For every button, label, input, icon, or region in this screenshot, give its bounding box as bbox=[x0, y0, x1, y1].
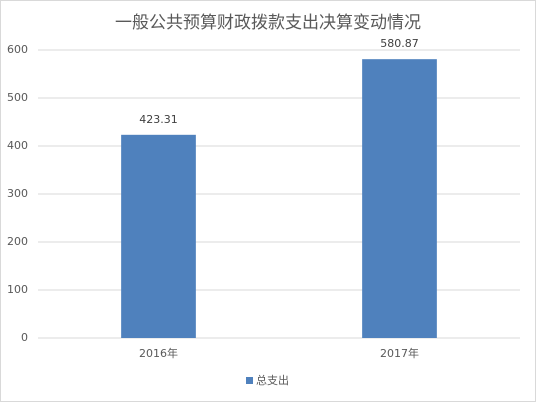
y-tick-label: 100 bbox=[7, 283, 28, 296]
x-tick-label: 2017年 bbox=[380, 346, 419, 360]
y-tick-label: 600 bbox=[7, 43, 28, 56]
legend-swatch bbox=[246, 377, 253, 384]
y-tick-label: 500 bbox=[7, 91, 28, 104]
chart-title: 一般公共预算财政拨款支出决算变动情况 bbox=[115, 13, 421, 33]
x-tick-label: 2016年 bbox=[139, 346, 178, 360]
y-tick-label: 300 bbox=[7, 187, 28, 200]
bar bbox=[362, 59, 437, 338]
legend-label: 总支出 bbox=[256, 373, 289, 387]
y-tick-label: 400 bbox=[7, 139, 28, 152]
data-label: 580.87 bbox=[380, 37, 419, 50]
y-tick-label: 0 bbox=[21, 331, 28, 344]
data-label: 423.31 bbox=[139, 113, 178, 126]
y-tick-label: 200 bbox=[7, 235, 28, 248]
bar bbox=[121, 134, 196, 338]
